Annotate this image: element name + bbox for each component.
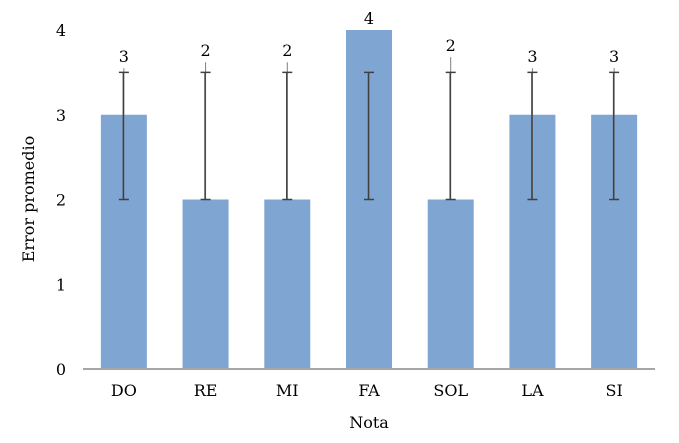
- error-bars-group: [118, 57, 620, 201]
- x-tick-label: LA: [521, 381, 544, 400]
- data-label: 4: [364, 9, 374, 28]
- data-label: 2: [446, 36, 456, 55]
- x-tick-label: RE: [194, 381, 218, 400]
- data-labels: 3 2 2 4 2 3 3: [119, 9, 619, 66]
- x-tick-labels: DO RE MI FA SOL LA SI: [111, 381, 623, 400]
- bar: [182, 199, 229, 369]
- x-tick-label: SI: [606, 381, 623, 400]
- bar: [427, 199, 474, 369]
- data-label: 2: [200, 41, 210, 60]
- x-tick-label: DO: [111, 381, 137, 400]
- data-label: 3: [609, 47, 619, 66]
- y-tick-label: 0: [56, 360, 66, 379]
- x-tick-label: SOL: [433, 381, 468, 400]
- y-tick-label: 3: [56, 106, 66, 125]
- y-tick-label: 4: [56, 21, 66, 40]
- x-tick-label: FA: [358, 381, 380, 400]
- y-axis-title: Error promedio: [19, 136, 38, 263]
- y-tick-label: 1: [56, 275, 66, 294]
- y-tick-labels: 0 1 2 3 4: [56, 21, 66, 379]
- x-axis-title: Nota: [349, 413, 389, 432]
- y-tick-label: 2: [56, 191, 66, 210]
- data-label: 3: [527, 47, 537, 66]
- bar: [264, 199, 311, 369]
- x-tick-label: MI: [276, 381, 299, 400]
- data-label: 2: [282, 41, 292, 60]
- data-label: 3: [119, 47, 129, 66]
